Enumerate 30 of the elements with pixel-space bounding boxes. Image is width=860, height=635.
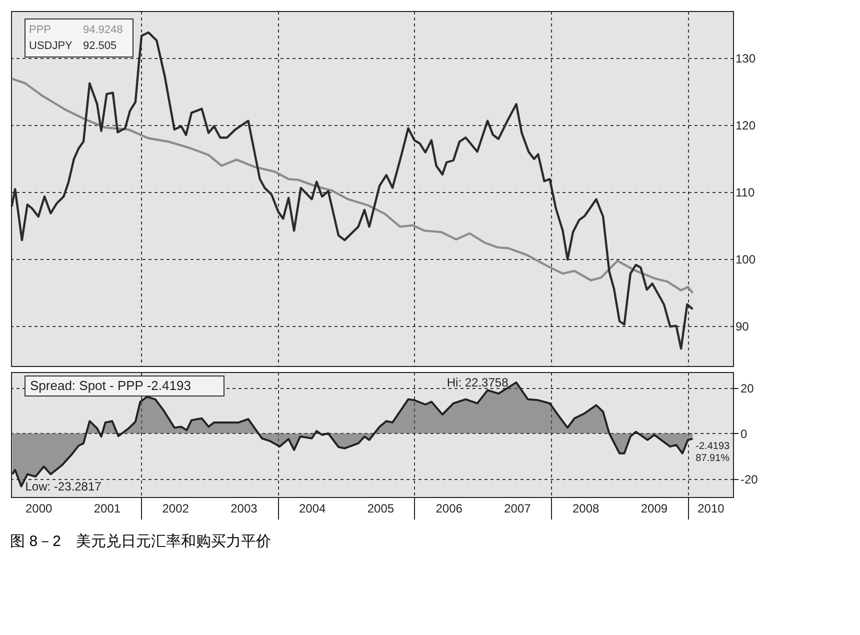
annotation: 94.9248 <box>83 24 123 36</box>
x-tick-label: 2003 <box>230 502 258 516</box>
x-tick-label: 2007 <box>504 502 532 516</box>
x-tick-label: 2005 <box>367 502 394 516</box>
y-tick-label: 130 <box>736 51 756 66</box>
y-tick-label: -20 <box>740 472 758 486</box>
y-tick-label: 120 <box>736 118 756 132</box>
x-tick-label: 2001 <box>94 502 121 516</box>
text: USDJPY <box>29 40 74 52</box>
y-tick-label: 110 <box>736 185 755 200</box>
text: PPP <box>29 24 52 36</box>
x-tick-label: 2009 <box>640 502 668 516</box>
x-tick-label: 2008 <box>572 502 600 516</box>
x-tick-label: 2010 <box>698 502 725 516</box>
line-series <box>10 78 694 294</box>
y-tick-label: 100 <box>736 252 756 266</box>
annotation: -2.4193 <box>696 440 730 452</box>
annotation: 87.91% <box>696 452 730 464</box>
x-tick-label: 2004 <box>298 502 326 516</box>
x-tick-label: 2002 <box>162 502 190 516</box>
y-tick-label: 90 <box>736 319 750 334</box>
y-tick-label: 20 <box>740 381 754 396</box>
x-tick-label: 2000 <box>25 502 53 516</box>
caption: 图 8－2 美元兑日元汇率和购买力平价 <box>10 533 271 550</box>
text: Spread: Spot - PPP -2.4193 <box>30 378 191 393</box>
x-tick-label: 2006 <box>436 502 463 516</box>
annotation: 92.505 <box>83 40 117 52</box>
annotation: Hi: 22.3758 <box>446 375 509 390</box>
annotation: Low: -23.2817 <box>25 479 102 494</box>
y-tick-label: 0 <box>740 426 748 441</box>
